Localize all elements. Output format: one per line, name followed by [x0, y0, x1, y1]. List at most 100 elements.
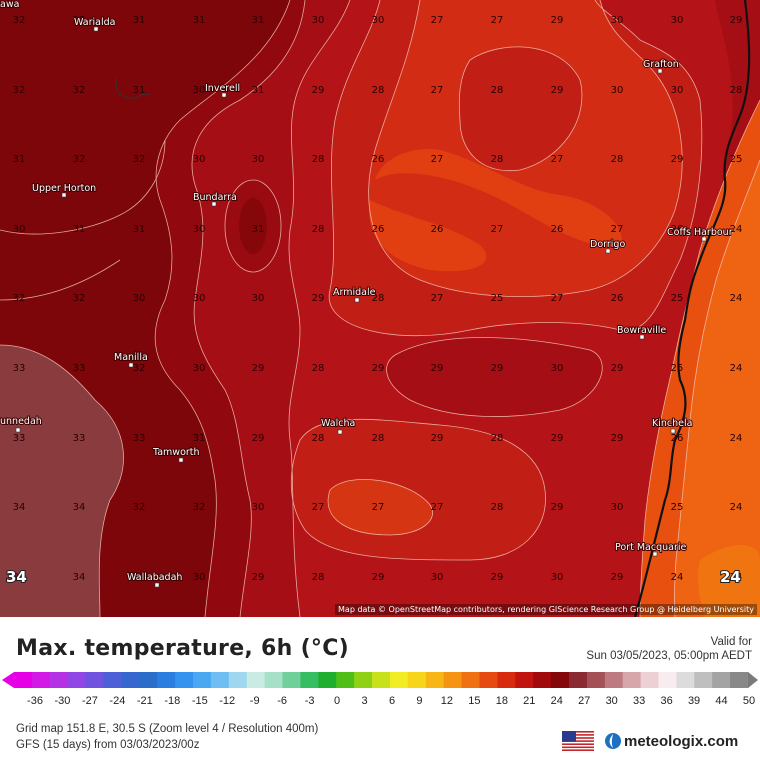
city-marker-icon [93, 26, 99, 32]
color-scale-labels: -36 -30 -27 -24 -21 -18 -15 -12 -9 -6 -3 0 3 6 9 12 15 18… [0, 695, 760, 709]
city-marker-icon [670, 428, 676, 434]
city-grafton: Grafton [642, 58, 680, 74]
zone-32-spot [239, 198, 267, 254]
grid-value: 30 [551, 572, 564, 583]
grid-value: 29 [611, 363, 624, 374]
city-edge-top-left: awa [0, 0, 20, 11]
city-coffs-harbour: Coffs Harbour [666, 226, 734, 242]
scale-left-arrow-icon [2, 672, 14, 688]
grid-value: 32 [13, 85, 26, 96]
grid-value: 29 [312, 293, 325, 304]
city-marker-icon [211, 201, 217, 207]
color-scale-swatch [264, 672, 284, 688]
city-warialda: Warialda [73, 16, 116, 32]
grid-value: 24 [671, 572, 684, 583]
grid-value: 30 [551, 363, 564, 374]
grid-value: 31 [252, 85, 265, 96]
model-run-info: GFS (15 days) from 03/03/2023/00z [16, 739, 200, 751]
grid-value: 28 [491, 502, 504, 513]
brand[interactable]: meteologix.com [604, 730, 738, 752]
page-title: Max. temperature, 6h (°C) [16, 636, 350, 661]
grid-value: 29 [252, 433, 265, 444]
city-manilla: Manilla [113, 351, 149, 368]
grid-value: 34 [13, 572, 26, 583]
grid-value: 29 [372, 363, 385, 374]
grid-value: 31 [133, 85, 146, 96]
color-scale-swatch [85, 672, 105, 688]
grid-value: 33 [13, 433, 26, 444]
grid-value: 32 [73, 154, 86, 165]
color-scale-swatch [193, 672, 212, 688]
color-scale-swatch [479, 672, 498, 688]
grid-value: 28 [491, 154, 504, 165]
grid-value: 27 [431, 154, 444, 165]
grid-value: 28 [611, 154, 624, 165]
grid-value: 30 [671, 85, 684, 96]
grid-value: 27 [372, 502, 385, 513]
city-bowraville: Bowraville [616, 324, 667, 340]
grid-info: Grid map 151.8 E, 30.5 S (Zoom level 4 /… [16, 723, 319, 735]
corner-value-left: 34 [6, 568, 27, 586]
city-kinchela: Kinchela [651, 417, 693, 434]
city-bundarra: Bundarra [192, 191, 238, 207]
color-scale-swatch [568, 672, 588, 688]
city-walcha: Walcha [320, 417, 356, 435]
color-scale-swatch [425, 672, 445, 688]
city-marker-icon [652, 551, 658, 557]
map-canvas: 32 32 31 31 31 30 30 27 27 29 30 30 29 32 32 31 30 31 29 28… [0, 0, 760, 617]
city-wallabadah: Wallabadah [126, 571, 183, 588]
color-scale-swatch [586, 672, 606, 688]
valid-label: Valid for [710, 636, 752, 648]
grid-value: 25 [730, 154, 743, 165]
city-marker-icon [178, 457, 184, 463]
city-dorrigo: Dorrigo [589, 238, 626, 254]
scale-right-arrow-icon [748, 672, 758, 688]
grid-value: 29 [551, 433, 564, 444]
grid-value: 31 [252, 224, 265, 235]
grid-value: 30 [611, 15, 624, 26]
grid-value: 34 [73, 502, 86, 513]
grid-value: 26 [431, 224, 444, 235]
grid-value: 30 [252, 154, 265, 165]
grid-value: 24 [730, 572, 743, 583]
grid-value: 27 [491, 224, 504, 235]
scale-label: 9 [416, 695, 423, 707]
scale-label: 21 [523, 695, 536, 707]
color-scale-swatch [49, 672, 69, 688]
grid-value: 27 [431, 293, 444, 304]
city-label: Armidale [333, 287, 376, 298]
city-marker-icon [61, 192, 67, 198]
river [114, 74, 151, 99]
scale-label: -18 [164, 695, 181, 707]
city-port-macquarie: Port Macquarie [614, 541, 688, 557]
city-upper-horton: Upper Horton [31, 182, 97, 198]
scale-label: -24 [109, 695, 126, 707]
city-gunnedah: unnedah [0, 415, 43, 433]
grid-value: 31 [252, 15, 265, 26]
grid-value: 30 [193, 154, 206, 165]
grid-value: 24 [730, 363, 743, 374]
color-scale-swatch [31, 672, 51, 688]
grid-value: 33 [133, 433, 146, 444]
scale-label: -6 [277, 695, 288, 707]
grid-value: 25 [671, 363, 684, 374]
city-marker-icon [657, 68, 663, 74]
grid-value: 30 [193, 224, 206, 235]
city-marker-icon [639, 334, 645, 340]
color-scale-swatch [246, 672, 266, 688]
grid-value: 24 [730, 502, 743, 513]
grid-value: 32 [73, 15, 86, 26]
grid-value: 32 [13, 293, 26, 304]
city-label: Upper Horton [32, 183, 96, 194]
temperature-map[interactable]: 32 32 31 31 31 30 30 27 27 29 30 30 29 32 32 31 30 31 29 28… [0, 0, 760, 617]
grid-value: 32 [133, 363, 146, 374]
corner-value-right: 24 [720, 568, 741, 586]
color-scale-swatch [121, 672, 140, 688]
city-label: Bowraville [617, 325, 666, 336]
color-scale-swatch [694, 672, 713, 688]
scale-label: 33 [633, 695, 646, 707]
color-scale-swatch [515, 672, 534, 688]
us-flag-icon[interactable] [562, 731, 594, 751]
city-label: awa [0, 0, 19, 10]
zone-26 [369, 149, 622, 272]
